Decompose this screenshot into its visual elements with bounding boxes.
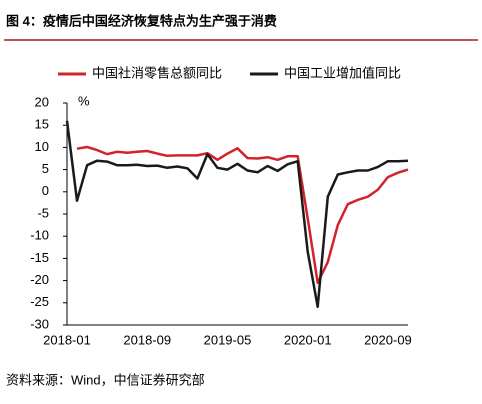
y-tick-label: -20	[30, 272, 49, 287]
x-tick-label: 2020-09	[364, 332, 412, 347]
x-tick-label: 2020-01	[284, 332, 332, 347]
legend-label: 中国工业增加值同比	[284, 65, 401, 80]
y-tick-label: -25	[30, 294, 49, 309]
y-tick-label: -5	[37, 205, 49, 220]
series-line	[65, 120, 409, 309]
x-tick-label: 2018-01	[43, 332, 91, 347]
unit-label: %	[78, 93, 90, 108]
y-tick-label: 0	[42, 183, 49, 198]
y-tick-label: 5	[42, 161, 49, 176]
x-tick-label: 2018-09	[123, 332, 171, 347]
y-tick-label: -15	[30, 250, 49, 265]
y-tick-label: -30	[30, 316, 49, 331]
source-note: 资料来源：Wind，中信证券研究部	[6, 372, 205, 387]
series-line	[76, 145, 409, 285]
legend-label: 中国社消零售总额同比	[92, 65, 222, 80]
x-tick-label: 2019-05	[204, 332, 252, 347]
y-tick-label: 20	[35, 94, 49, 109]
chart-title: 图 4：疫情后中国经济恢复特点为生产强于消费	[6, 13, 277, 28]
y-tick-label: -10	[30, 228, 49, 243]
y-tick-label: 15	[35, 117, 49, 132]
y-tick-label: 10	[35, 139, 49, 154]
